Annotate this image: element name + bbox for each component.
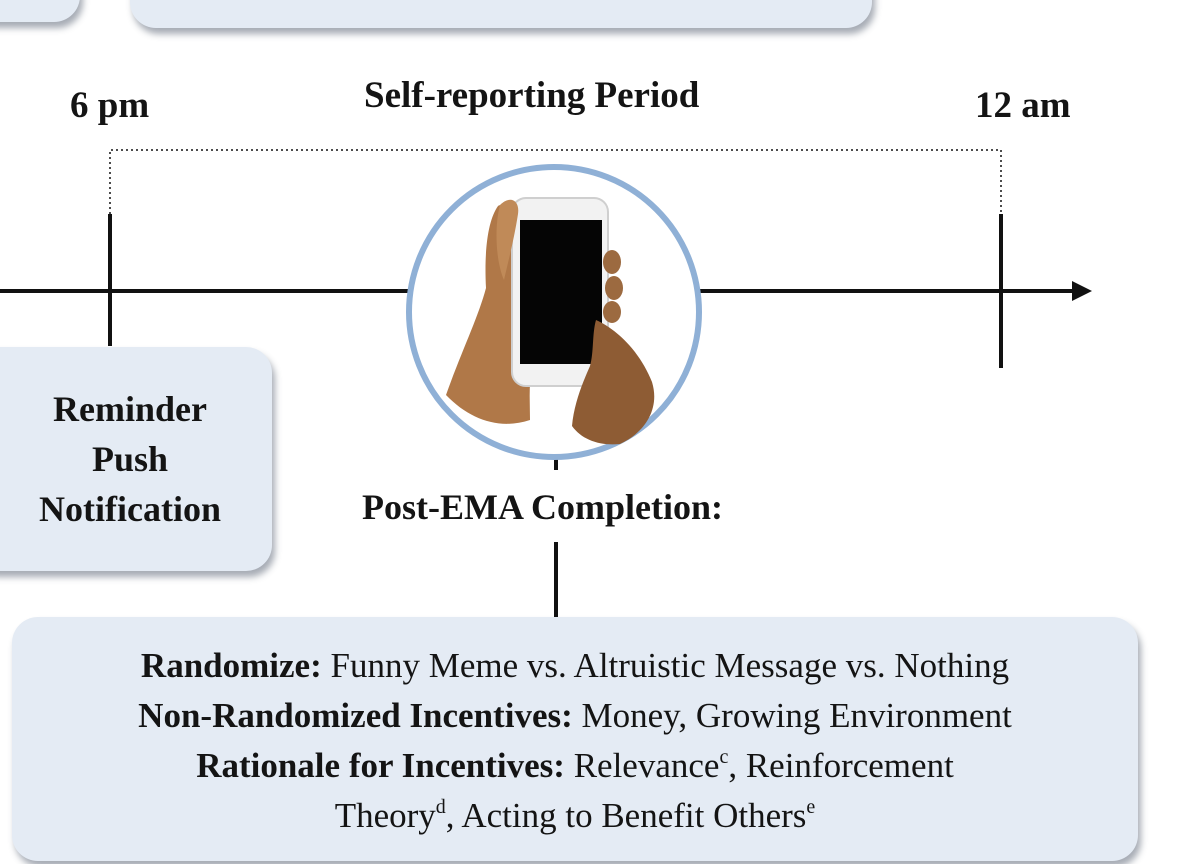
post-ema-box: Randomize: Funny Meme vs. Altruistic Mes… (12, 617, 1138, 861)
rationale-text-3: Theory (334, 796, 436, 835)
rationale-row: Rationale for Incentives: Relevancec, Re… (12, 741, 1138, 791)
top-left-box (0, 0, 80, 22)
top-center-box (130, 0, 872, 28)
rationale-text-4: , Acting to Benefit Others (445, 796, 807, 835)
randomize-label: Randomize: (140, 646, 322, 685)
end-time-label: 12 am (975, 85, 1071, 126)
period-bracket (109, 149, 1002, 214)
start-time-label: 6 pm (70, 85, 150, 126)
reminder-line-3: Notification (39, 489, 221, 529)
rationale-superscript-d: d (435, 796, 446, 818)
reminder-line-1: Reminder (53, 389, 207, 429)
rationale-superscript-e: e (806, 796, 816, 818)
non-randomized-text: Money, Growing Environment (572, 696, 1012, 735)
post-ema-title: Post-EMA Completion: (362, 487, 723, 527)
randomize-row: Randomize: Funny Meme vs. Altruistic Mes… (12, 641, 1138, 691)
rationale-text-1: Relevance (564, 746, 720, 785)
reminder-line-2: Push (91, 439, 169, 479)
rationale-text-2: , Reinforcement (728, 746, 954, 785)
non-randomized-row: Non-Randomized Incentives: Money, Growin… (12, 691, 1138, 741)
smartphone-in-hands-icon (406, 164, 702, 460)
rationale-label: Rationale for Incentives: (196, 746, 565, 785)
randomize-text: Funny Meme vs. Altruistic Message vs. No… (321, 646, 1010, 685)
reminder-box: Reminder Push Notification (0, 347, 272, 571)
non-randomized-label: Non-Randomized Incentives: (138, 696, 573, 735)
rationale-superscript-c: c (719, 746, 729, 768)
timeline-arrowhead (1072, 281, 1092, 301)
rationale-row-continued: Theoryd, Acting to Benefit Otherse (12, 791, 1138, 841)
period-label: Self-reporting Period (364, 75, 700, 116)
